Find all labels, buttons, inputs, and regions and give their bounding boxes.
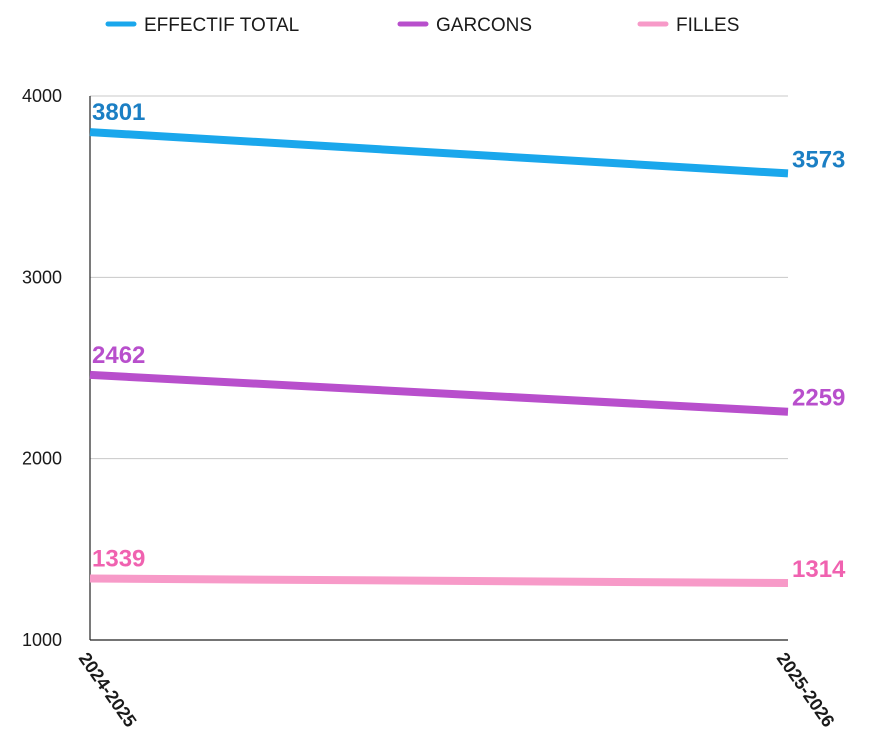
data-label-1-0: 2462	[92, 342, 145, 369]
y-tick-label-3: 4000	[22, 86, 62, 106]
x-tick-label-1: 2025-2026	[773, 649, 839, 731]
axes	[89, 96, 788, 641]
series-line-0	[89, 128, 789, 178]
y-tick-label-0: 1000	[22, 630, 62, 650]
x-axis-ticks: 2024-2025 2025-2026	[75, 649, 839, 731]
series-line-1	[89, 370, 789, 416]
legend-label-0: EFFECTIF TOTAL	[144, 15, 299, 36]
series-lines	[89, 128, 789, 588]
data-labels: 3801 3573 2462 2259 1339 1314	[92, 99, 846, 583]
y-axis-ticks: 1000 2000 3000 4000	[22, 86, 62, 650]
series-line-2	[89, 574, 789, 588]
data-label-1-1: 2259	[792, 385, 845, 412]
data-label-2-1: 1314	[792, 556, 846, 583]
data-label-0-1: 3573	[792, 146, 845, 173]
data-label-2-0: 1339	[92, 546, 145, 573]
legend-label-1: GARCONS	[436, 15, 532, 36]
legend: EFFECTIF TOTAL GARCONS FILLES	[105, 15, 739, 36]
gridlines	[90, 95, 788, 460]
y-tick-label-2: 3000	[22, 267, 62, 287]
y-tick-label-1: 2000	[22, 449, 62, 469]
data-label-0-0: 3801	[92, 99, 145, 126]
x-tick-label-0: 2024-2025	[75, 649, 141, 731]
legend-label-2: FILLES	[676, 15, 739, 36]
